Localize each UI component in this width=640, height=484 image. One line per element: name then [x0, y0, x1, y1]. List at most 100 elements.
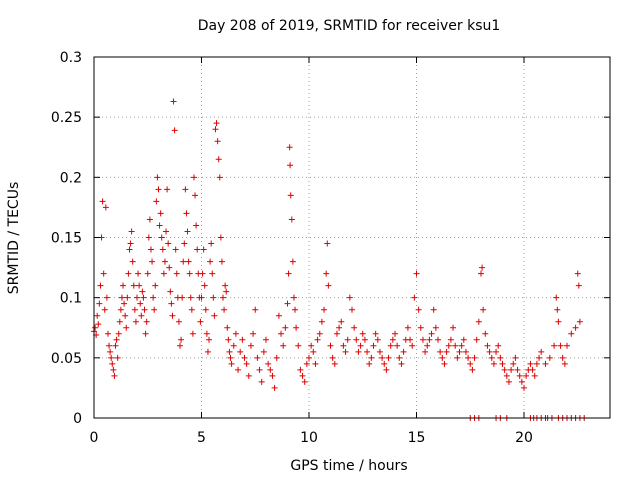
data-point [134, 294, 140, 301]
data-point [318, 318, 325, 325]
data-point [260, 348, 267, 355]
data-point [265, 360, 272, 367]
data-point [178, 336, 185, 343]
data-point [516, 372, 523, 379]
data-point [559, 354, 566, 361]
data-point [428, 330, 435, 337]
data-point [263, 336, 269, 343]
data-point [173, 270, 180, 277]
data-point [275, 312, 282, 319]
data-point [245, 372, 252, 379]
data-point [101, 306, 108, 313]
data-point [409, 342, 416, 349]
y-axis-label: SRMTID / TECUs [6, 182, 22, 295]
data-point [199, 270, 206, 277]
data-point [355, 348, 362, 355]
data-point [432, 324, 439, 331]
data-point [333, 330, 340, 337]
data-point [479, 264, 486, 271]
data-point [396, 354, 403, 361]
data-point [226, 348, 233, 355]
data-point [152, 282, 159, 289]
data-point [340, 342, 347, 349]
data-point [351, 324, 358, 331]
data-point [561, 360, 568, 367]
data-point [222, 282, 229, 289]
y-tick-label: 0.05 [51, 351, 82, 367]
data-point [94, 312, 101, 319]
data-point [230, 342, 237, 349]
data-point [568, 330, 575, 337]
x-tick-label: 0 [90, 430, 99, 446]
data-point [165, 240, 172, 247]
data-point [527, 360, 534, 367]
x-tick-label: 15 [408, 430, 426, 446]
data-point [123, 324, 130, 331]
data-point [359, 330, 366, 337]
data-point [117, 306, 124, 313]
data-point [278, 330, 285, 337]
data-point [465, 354, 472, 361]
data-point [336, 324, 343, 331]
data-point [471, 354, 478, 361]
data-point [131, 306, 138, 313]
data-point [139, 288, 146, 295]
data-point [290, 294, 297, 301]
data-point [171, 127, 178, 134]
data-point [159, 246, 166, 253]
data-point [216, 174, 223, 181]
data-point [273, 354, 280, 361]
data-point [108, 354, 115, 361]
y-tick-label: 0.25 [51, 110, 82, 126]
data-point [144, 270, 151, 277]
data-point [426, 336, 433, 343]
data-point [542, 360, 549, 367]
data-point [114, 354, 121, 361]
data-point [138, 312, 145, 319]
data-point [175, 318, 182, 325]
data-point [116, 318, 123, 325]
data-point [538, 348, 545, 355]
data-point [310, 348, 317, 355]
data-point [115, 330, 122, 337]
data-point [194, 246, 201, 253]
data-point [557, 342, 564, 349]
data-point [158, 234, 165, 241]
data-point [188, 306, 195, 313]
data-point [218, 258, 225, 265]
data-point [104, 330, 111, 337]
data-point [128, 228, 135, 235]
data-point [346, 294, 353, 301]
data-point [376, 348, 383, 355]
data-point [368, 354, 375, 361]
data-point [271, 384, 278, 391]
data-point [192, 192, 199, 199]
y-tick-label: 0.3 [60, 50, 82, 66]
data-point [400, 348, 407, 355]
data-point [121, 300, 128, 307]
data-point [411, 294, 418, 301]
data-point [197, 318, 204, 325]
data-point [267, 366, 274, 373]
data-point [329, 354, 336, 361]
data-point [299, 372, 306, 379]
data-point [503, 372, 510, 379]
data-point [224, 324, 231, 331]
data-point [247, 342, 254, 349]
data-point [136, 282, 143, 289]
data-point [147, 246, 154, 253]
y-axis-ticks: 0 0.05 0.1 0.15 0.2 0.25 0.3 [51, 50, 610, 427]
data-point [324, 240, 331, 247]
data-point [490, 360, 497, 367]
data-point [172, 246, 179, 253]
data-point [99, 198, 106, 205]
data-point [126, 246, 133, 253]
data-point [475, 318, 482, 325]
data-point [454, 354, 461, 361]
data-point [180, 258, 187, 265]
data-point [92, 324, 99, 331]
data-point [285, 270, 292, 277]
data-point [207, 258, 214, 265]
data-point [113, 336, 120, 343]
